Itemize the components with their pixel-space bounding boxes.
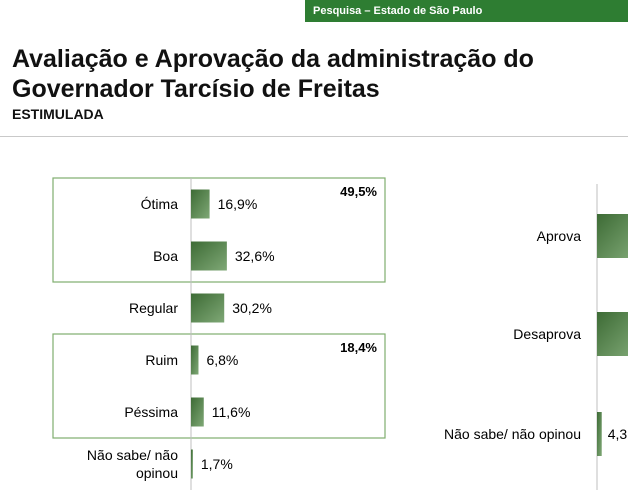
group-total-label-1: 49,5% — [340, 184, 377, 199]
header-divider — [0, 136, 628, 137]
page-title: Avaliação e Aprovação da administração d… — [12, 44, 534, 104]
bar-desaprova — [597, 312, 628, 356]
title-line-2: Governador Tarcísio de Freitas — [12, 75, 380, 103]
bar-regular — [191, 293, 225, 323]
value-label-boa: 32,6% — [235, 248, 275, 264]
bar-nao-sabe-nao-opinou — [597, 412, 602, 456]
bar-otima — [191, 189, 210, 219]
bar-nao-sabe-nao-opinou — [191, 449, 193, 479]
category-label-nao-sabe-nao-opinou-line-2: opinou — [136, 465, 178, 481]
group-total-label-2: 18,4% — [340, 340, 377, 355]
category-label-aprova: Aprova — [537, 228, 582, 244]
category-label-nao-sabe-nao-opinou-line-1: Não sabe/ não — [87, 447, 178, 463]
category-label-otima: Ótima — [141, 196, 179, 212]
subtitle: ESTIMULADA — [12, 106, 104, 122]
value-label-nao-sabe-nao-opinou: 4,3 — [608, 426, 628, 442]
group-box-1 — [52, 177, 386, 283]
evaluation-chart: 49,5% 18,4% 16,9% Ótima 32,6% Boa 30,2% Regular… — [52, 177, 386, 490]
category-label-ruim: Ruim — [145, 352, 178, 368]
title-line-1: Avaliação e Aprovação da administração d… — [12, 45, 534, 73]
survey-banner: Pesquisa – Estado de São Paulo — [305, 0, 628, 22]
value-label-pessima: 11,6% — [212, 404, 251, 420]
bar-ruim — [191, 345, 199, 375]
bar-boa — [191, 241, 227, 271]
group-box-2 — [52, 333, 386, 439]
category-label-desaprova: Desaprova — [513, 326, 581, 342]
value-label-nao-sabe-nao-opinou: 1,7% — [201, 456, 233, 472]
value-label-regular: 30,2% — [232, 300, 272, 316]
category-label-pessima: Péssima — [124, 404, 178, 420]
category-label-boa: Boa — [153, 248, 178, 264]
category-label-nao-sabe-nao-opinou: Não sabe/ não opinou — [444, 426, 581, 442]
value-label-otima: 16,9% — [218, 196, 258, 212]
bar-pessima — [191, 397, 204, 427]
bar-aprova — [597, 214, 628, 258]
category-label-regular: Regular — [129, 300, 178, 316]
value-label-ruim: 6,8% — [206, 352, 238, 368]
